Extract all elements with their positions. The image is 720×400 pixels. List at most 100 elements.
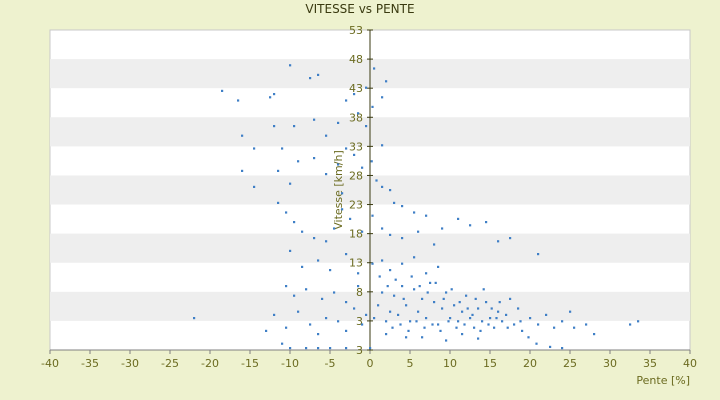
data-point [325, 240, 328, 243]
data-point [497, 240, 500, 243]
data-point [535, 342, 538, 345]
data-point [193, 317, 196, 320]
data-point [425, 214, 428, 217]
data-point [402, 297, 405, 300]
data-point [361, 166, 364, 169]
data-point [378, 275, 381, 278]
data-point [365, 313, 368, 316]
data-point [517, 307, 520, 310]
data-point [417, 310, 420, 313]
data-point [309, 323, 312, 326]
x-tick-label: -30 [121, 357, 139, 370]
data-point [506, 326, 509, 329]
data-point [441, 307, 444, 310]
x-tick-label: 20 [523, 357, 537, 370]
data-point [381, 144, 384, 147]
data-point [357, 112, 360, 115]
data-point [429, 281, 432, 284]
data-point [273, 313, 276, 316]
data-point [293, 125, 296, 128]
y-tick-label: 23 [349, 199, 363, 212]
data-point [399, 323, 402, 326]
data-point [281, 147, 284, 150]
data-point [371, 105, 374, 108]
data-point [273, 93, 276, 96]
data-point [421, 336, 424, 339]
data-point [305, 347, 308, 350]
data-point [421, 297, 424, 300]
data-point [521, 329, 524, 332]
data-point [413, 211, 416, 214]
data-point [329, 347, 332, 350]
data-point [381, 227, 384, 230]
data-point [381, 259, 384, 262]
data-point [221, 89, 224, 92]
data-point [433, 243, 436, 246]
data-point [449, 317, 452, 320]
x-tick-label: -20 [201, 357, 219, 370]
data-point [285, 285, 288, 288]
data-point [345, 253, 348, 256]
x-tick-label: 40 [683, 357, 697, 370]
data-point [269, 96, 272, 99]
data-point [345, 147, 348, 150]
data-point [289, 249, 292, 252]
data-point [375, 179, 378, 182]
data-point [373, 317, 376, 320]
data-point [377, 304, 380, 307]
data-point [337, 163, 340, 166]
data-point [361, 323, 364, 326]
x-tick-label: -10 [281, 357, 299, 370]
data-point [490, 307, 493, 310]
data-point [345, 347, 348, 350]
x-tick-label: 10 [443, 357, 457, 370]
data-point [297, 160, 300, 163]
data-point [357, 272, 360, 275]
x-tick-label: -40 [41, 357, 59, 370]
data-point [545, 313, 548, 316]
data-point [385, 320, 388, 323]
x-tick-label: 25 [563, 357, 577, 370]
data-point [458, 301, 461, 304]
data-point [293, 221, 296, 224]
data-point [415, 320, 418, 323]
data-point [365, 86, 368, 89]
data-point [237, 99, 240, 102]
data-point [325, 173, 328, 176]
x-tick-label: -15 [241, 357, 259, 370]
data-point [325, 317, 328, 320]
data-point [293, 294, 296, 297]
data-point [381, 185, 384, 188]
data-point [471, 313, 474, 316]
data-point [637, 320, 640, 323]
data-point [341, 208, 344, 211]
data-point [309, 77, 312, 80]
data-point [569, 310, 572, 313]
y-tick-label: 3 [356, 344, 363, 357]
data-point [297, 310, 300, 313]
data-point [389, 310, 392, 313]
data-point [389, 189, 392, 192]
y-tick-label: 43 [349, 82, 363, 95]
data-point [337, 121, 340, 124]
data-point [381, 96, 384, 99]
y-tick-label: 8 [356, 286, 363, 299]
data-point [317, 347, 320, 350]
data-point [413, 288, 416, 291]
x-tick-label: 35 [643, 357, 657, 370]
data-point [469, 224, 472, 227]
data-point [353, 93, 356, 96]
data-point [285, 211, 288, 214]
x-tick-label: -25 [161, 357, 179, 370]
data-point [442, 297, 445, 300]
data-point [289, 64, 292, 67]
data-point [401, 285, 404, 288]
data-point [389, 269, 392, 272]
y-tick-label: 18 [349, 228, 363, 241]
data-point [477, 337, 480, 340]
y-tick-label: 28 [349, 169, 363, 182]
data-point [585, 323, 588, 326]
data-point [433, 301, 436, 304]
data-point [479, 329, 482, 332]
y-axis-title: Vitesse [km/h] [332, 150, 345, 230]
